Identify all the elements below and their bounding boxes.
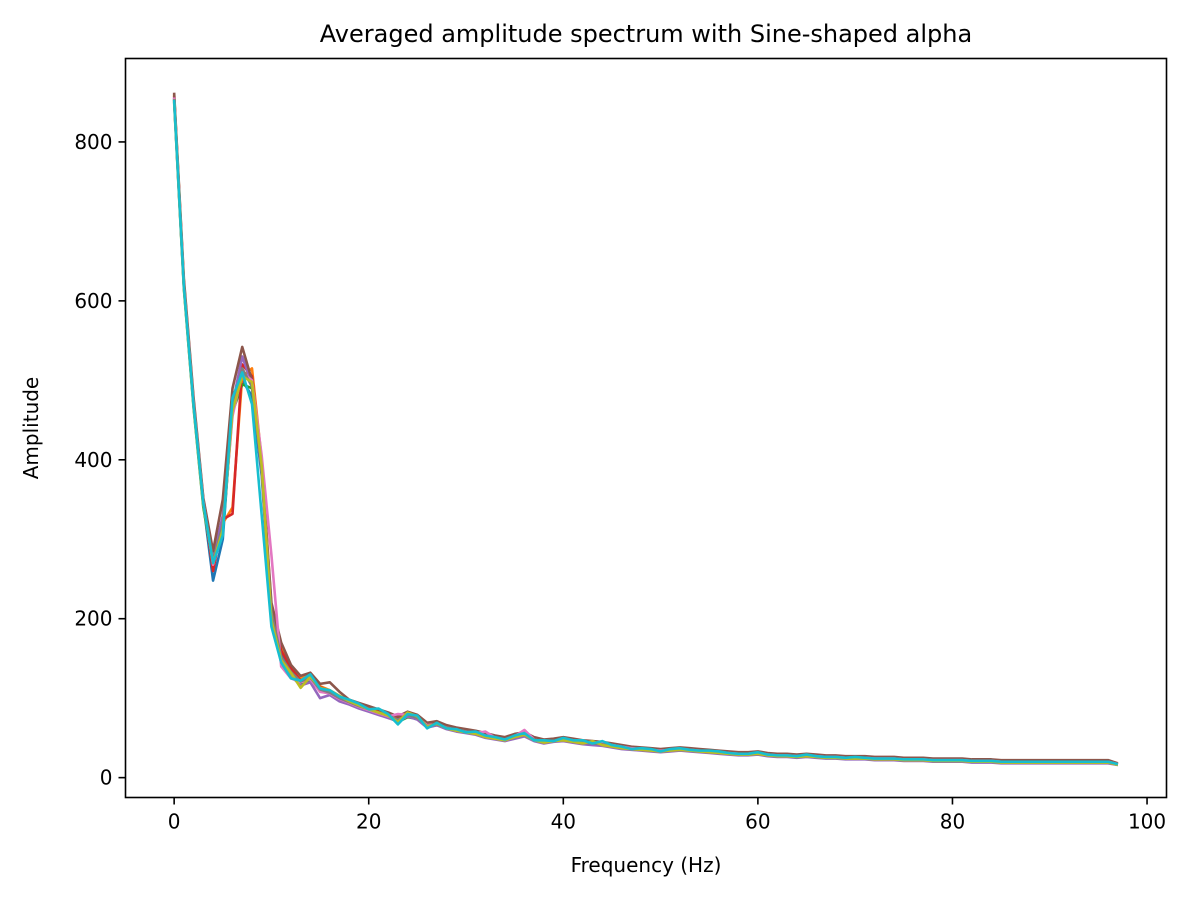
y-tick-label-800: 800 — [74, 130, 112, 154]
y-tick-label-0: 0 — [100, 766, 113, 790]
y-tick-label-600: 600 — [74, 289, 112, 313]
x-axis-title: Frequency (Hz) — [571, 853, 722, 877]
x-tick-label-100: 100 — [1128, 810, 1166, 834]
plot-frame — [124, 57, 1168, 799]
x-tick-label-20: 20 — [356, 810, 381, 834]
series-line-10 — [172, 99, 1119, 766]
x-tick-label-40: 40 — [551, 810, 576, 834]
x-tick-label-80: 80 — [940, 810, 965, 834]
axes-layer: 0 20 40 60 80 100 0 200 400 600 800 — [74, 130, 1166, 834]
x-tick-label-60: 60 — [745, 810, 770, 834]
x-tick-label-0: 0 — [168, 810, 181, 834]
y-tick-label-200: 200 — [74, 607, 112, 631]
series-layer — [172, 92, 1119, 767]
y-tick-label-400: 400 — [74, 448, 112, 472]
chart-title: Averaged amplitude spectrum with Sine-sh… — [320, 20, 972, 48]
y-axis-title: Amplitude — [19, 377, 43, 480]
